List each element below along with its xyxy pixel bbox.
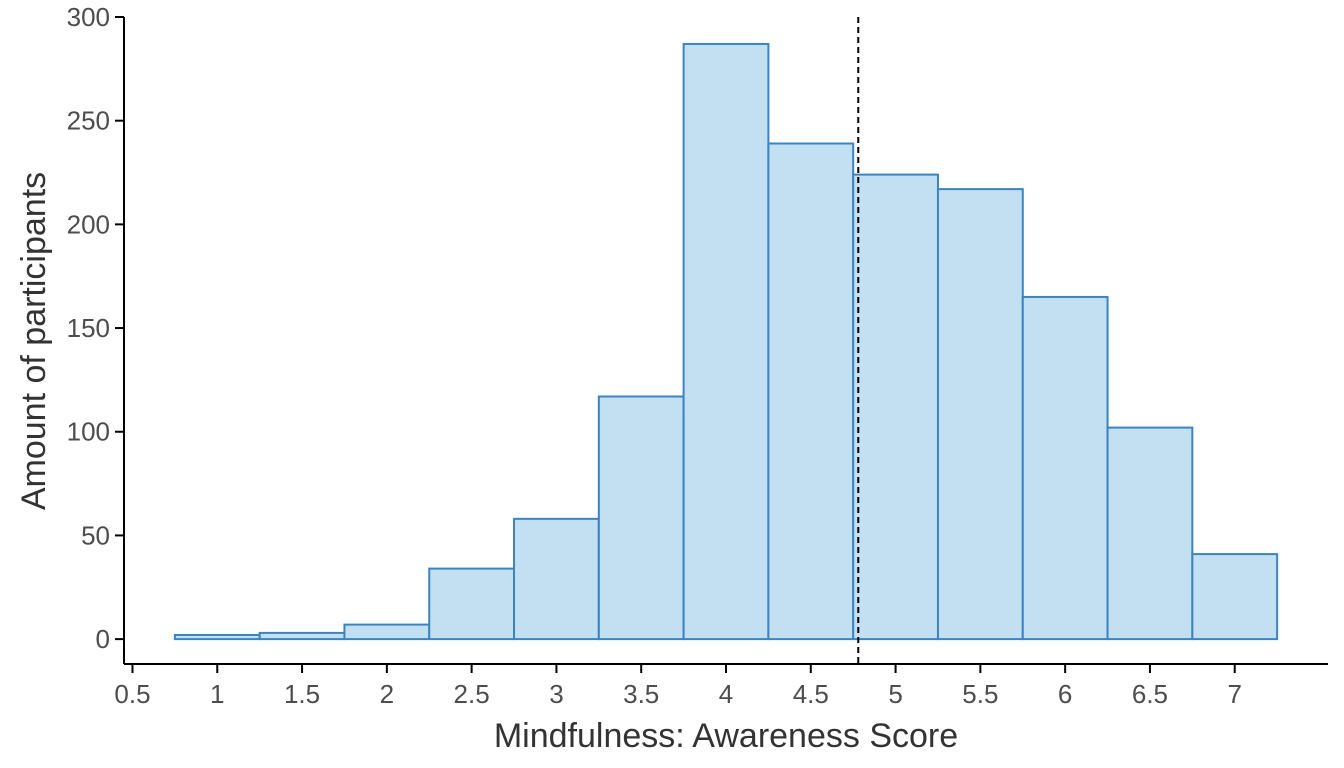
y-tick-label-1: 0 <box>96 624 110 654</box>
x-tick-label-10: 5 <box>888 679 902 709</box>
y-tick-label-2: 50 <box>81 520 110 550</box>
histogram-bar-2 <box>258 631 346 641</box>
y-axis-ticks: 0 50 100 150 200 250 300 <box>67 2 124 654</box>
y-axis-title: Amount of participants <box>15 172 53 510</box>
x-tick-label-3: 1.5 <box>284 679 320 709</box>
histogram-bar-8 <box>767 142 855 641</box>
histogram-bar-10 <box>936 188 1024 641</box>
histogram-bar-4 <box>428 567 516 641</box>
y-tick-label-5: 200 <box>67 209 110 239</box>
x-tick-label-8: 4 <box>719 679 733 709</box>
histogram-bar-11 <box>1021 295 1109 641</box>
x-tick-label-14: 7 <box>1227 679 1241 709</box>
x-tick-label-5: 2.5 <box>454 679 490 709</box>
y-tick-label-3: 100 <box>67 417 110 447</box>
x-tick-label-11: 5.5 <box>962 679 998 709</box>
histogram-bar-1 <box>173 633 261 641</box>
x-axis-ticks: 0.5 1 1.5 2 2.5 3 3.5 4 4.5 5 5.5 6 6.5 7 <box>114 664 1242 709</box>
y-tick-label-6: 250 <box>67 106 110 136</box>
x-axis-title: Mindfulness: Awareness Score <box>494 717 958 755</box>
histogram-bar-9 <box>852 173 939 641</box>
x-tick-label-4: 2 <box>380 679 394 709</box>
x-tick-label-1: 0.5 <box>114 679 150 709</box>
histogram-bar-3 <box>343 623 431 641</box>
x-tick-label-7: 3.5 <box>623 679 659 709</box>
x-tick-label-12: 6 <box>1058 679 1072 709</box>
y-tick-label-7: 300 <box>67 2 110 32</box>
x-tick-label-9: 4.5 <box>793 679 829 709</box>
x-tick-label-2: 1 <box>210 679 224 709</box>
y-tick-label-4: 150 <box>67 313 110 343</box>
histogram-bar-7 <box>682 42 770 641</box>
histogram-bar-6 <box>597 395 685 641</box>
x-tick-label-13: 6.5 <box>1132 679 1168 709</box>
histogram-bar-12 <box>1106 426 1194 641</box>
x-tick-label-6: 3 <box>549 679 563 709</box>
histogram-bars <box>173 42 1279 641</box>
histogram-bar-13 <box>1191 553 1279 641</box>
histogram-bar-5 <box>513 517 600 641</box>
